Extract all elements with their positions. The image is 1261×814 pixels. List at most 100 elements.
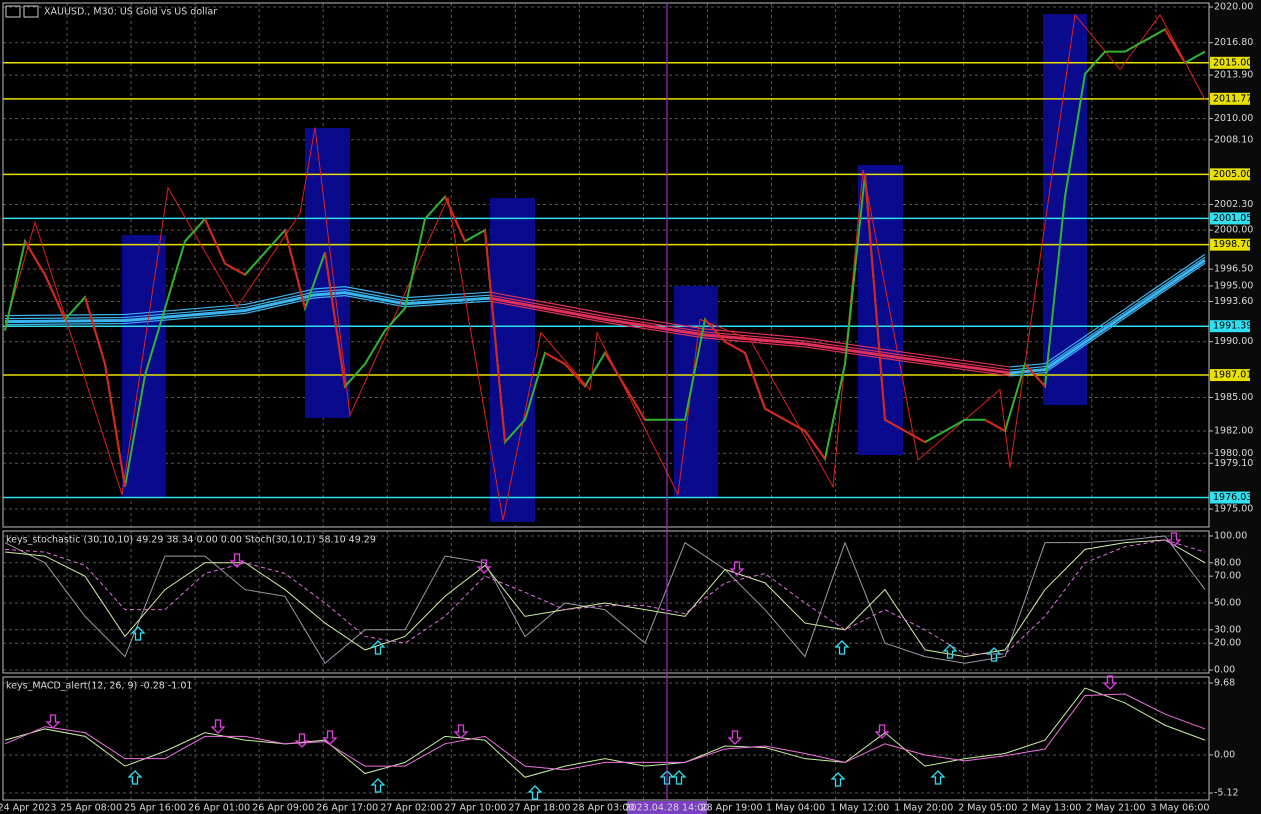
- sell-arrow: [322, 730, 338, 745]
- x-tick-label: 27 Apr 10:00: [444, 803, 506, 814]
- x-tick-label: 28 Apr 19:00: [701, 803, 763, 814]
- level-label: 2011.77: [1213, 93, 1252, 104]
- y-tick-label: 80.00: [1214, 557, 1241, 568]
- x-tick-label: 2 May 13:00: [1022, 803, 1081, 814]
- x-tick-label: 1 May 20:00: [894, 803, 953, 814]
- level-label: 2015.00: [1213, 57, 1252, 68]
- buy-arrow: [834, 640, 850, 655]
- buy-arrow: [930, 770, 946, 785]
- y-tick-label: 1985.00: [1214, 392, 1253, 403]
- y-tick-label: 70.00: [1214, 571, 1241, 582]
- price-down-segment: [544, 351, 566, 365]
- y-tick-label: 1990.00: [1214, 336, 1253, 347]
- y-tick-label: 20.00: [1214, 638, 1241, 649]
- y-tick-label: 0.00: [1214, 664, 1235, 675]
- y-tick-label: 2013.90: [1214, 70, 1253, 81]
- sell-arrow: [727, 730, 743, 745]
- plot-layer: [3, 13, 1209, 778]
- indicator-line: [4, 539, 1206, 658]
- y-tick-label: -5.12: [1214, 788, 1239, 799]
- y-tick-label: 1993.60: [1214, 296, 1253, 307]
- indicator-line: [4, 687, 1206, 778]
- price-down-segment: [484, 230, 506, 443]
- moving-average: [1009, 253, 1206, 368]
- y-tick-label: 50.00: [1214, 597, 1241, 608]
- buy-arrow: [830, 772, 846, 787]
- y-tick-label: 1995.00: [1214, 280, 1253, 291]
- level-label: 2001.05: [1213, 213, 1252, 224]
- y-tick-label: 1996.50: [1214, 264, 1253, 275]
- sell-arrow: [476, 559, 492, 574]
- moving-average: [4, 286, 491, 317]
- price-down-segment: [24, 240, 46, 276]
- price-down-segment: [804, 430, 826, 460]
- zone-box: [122, 235, 166, 497]
- level-label-box: [1210, 491, 1250, 504]
- y-tick-label: 9.68: [1214, 678, 1235, 689]
- level-label: 1976.03: [1213, 492, 1252, 503]
- y-tick-label: 2016.80: [1214, 37, 1253, 48]
- moving-average: [489, 294, 1011, 371]
- crosshair-label: 2023.04.28 14:00: [625, 803, 710, 814]
- y-tick-label: 0.00: [1214, 749, 1235, 760]
- buy-arrow: [671, 770, 687, 785]
- x-tick-label: 26 Apr 17:00: [316, 803, 378, 814]
- level-label-box: [1210, 212, 1250, 225]
- x-tick-label: 2 May 05:00: [958, 803, 1017, 814]
- price-down-segment: [884, 418, 906, 432]
- indicator-title: keys_stochastic (30,10,10) 49.29 38.34 0…: [6, 535, 376, 546]
- level-label: 2005.00: [1213, 169, 1252, 180]
- price-down-segment: [564, 363, 586, 387]
- price-down-segment: [324, 252, 346, 387]
- price-down-segment: [864, 174, 886, 420]
- price-down-segment: [444, 196, 466, 242]
- price-axis-area: [1209, 0, 1261, 814]
- price-down-segment: [704, 318, 726, 343]
- sell-arrow: [45, 714, 61, 729]
- level-label: 1991.39: [1213, 321, 1252, 332]
- x-tick-label: 25 Apr 08:00: [60, 803, 122, 814]
- zone-box: [674, 285, 718, 497]
- price-down-segment: [744, 352, 766, 409]
- y-tick-label: 2000.00: [1214, 225, 1253, 236]
- level-label-box: [1210, 168, 1250, 181]
- sell-arrow: [210, 719, 226, 734]
- moving-average: [489, 296, 1011, 375]
- price-down-segment: [1164, 28, 1186, 64]
- y-tick-label: 30.00: [1214, 624, 1241, 635]
- price-down-segment: [84, 296, 106, 365]
- price-down-segment: [624, 385, 646, 421]
- moving-average: [489, 300, 1011, 377]
- price-down-segment: [604, 352, 626, 387]
- y-tick-label: 2002.30: [1214, 199, 1253, 210]
- level-label-box: [1210, 56, 1250, 69]
- x-tick-label: 27 Apr 18:00: [508, 803, 570, 814]
- indicator-line: [4, 693, 1206, 771]
- y-tick-label: 1980.00: [1214, 448, 1253, 459]
- sell-arrow: [1102, 675, 1118, 690]
- icon[interactable]: [5, 5, 21, 18]
- x-tick-label: 24 Apr 2023: [0, 803, 56, 814]
- buy-arrow: [127, 770, 143, 785]
- symbol-icons[interactable]: [5, 5, 39, 18]
- price-down-segment: [724, 340, 746, 354]
- price-down-segment: [984, 418, 1006, 432]
- indicator-title: keys_MACD_alert(12, 26, 9) -0.28 -1.01: [6, 681, 192, 692]
- moving-average: [489, 291, 1011, 368]
- x-tick-label: 26 Apr 09:00: [252, 803, 314, 814]
- panel-frame: [2, 530, 1210, 674]
- zone-box: [858, 164, 903, 456]
- level-label-box: [1210, 92, 1250, 105]
- buy-arrow: [370, 778, 386, 793]
- icon[interactable]: [23, 5, 39, 18]
- sell-arrow: [874, 724, 890, 739]
- y-tick-label: 1975.00: [1214, 504, 1253, 515]
- moving-average: [1009, 256, 1206, 371]
- sell-arrow: [1166, 532, 1182, 547]
- x-tick-label: 1 May 12:00: [830, 803, 889, 814]
- sell-arrow: [453, 724, 469, 739]
- x-tick-label: 26 Apr 01:00: [188, 803, 250, 814]
